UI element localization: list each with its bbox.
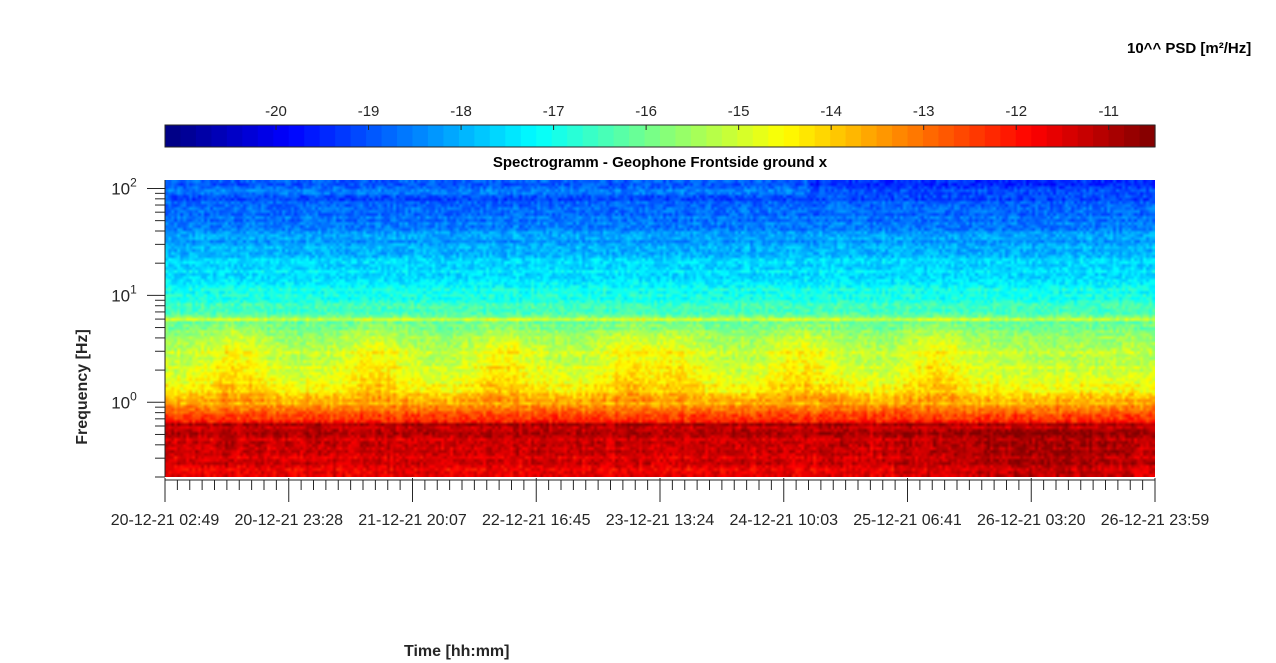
- colorbar-segment: [721, 125, 738, 147]
- colorbar-segment: [892, 125, 909, 147]
- colorbar-segment: [1139, 125, 1156, 147]
- colorbar-segment: [613, 125, 630, 147]
- colorbar-segment: [381, 125, 398, 147]
- colorbar-tick-label: -19: [358, 103, 380, 120]
- x-tick-label: 20-12-21 02:49: [111, 512, 220, 529]
- colorbar-segment: [582, 125, 599, 147]
- colorbar-segment: [1046, 125, 1063, 147]
- colorbar-segment: [830, 125, 847, 147]
- colorbar-tick-label: -16: [635, 103, 657, 120]
- colorbar-segment: [644, 125, 661, 147]
- colorbar-segment: [783, 125, 800, 147]
- x-tick-label: 24-12-21 10:03: [729, 512, 838, 529]
- colorbar-segment: [536, 125, 553, 147]
- colorbar-segment: [799, 125, 816, 147]
- colorbar-segment: [690, 125, 708, 147]
- colorbar-segment: [737, 125, 754, 147]
- colorbar-frame: [164, 124, 1156, 148]
- x-tick-label: 23-12-21 13:24: [606, 512, 715, 529]
- colorbar-segment: [861, 125, 878, 147]
- colorbar-segment: [1124, 125, 1141, 147]
- colorbar-segment: [242, 125, 259, 147]
- colorbar-segment: [1077, 125, 1094, 147]
- y-tick-label: 102: [111, 175, 137, 198]
- colorbar-segment: [907, 125, 924, 147]
- colorbar-segment: [953, 125, 970, 147]
- x-tick-label: 25-12-21 06:41: [853, 512, 962, 529]
- colorbar-segment: [520, 125, 537, 147]
- colorbar-segment: [288, 125, 305, 147]
- colorbar-segment: [969, 125, 986, 147]
- colorbar-segment: [366, 125, 383, 147]
- spectrogram-heatmap: [165, 180, 1155, 477]
- colorbar-segment: [675, 125, 692, 147]
- spectrogram-image: [165, 180, 1155, 477]
- colorbar-tick-label: -12: [1005, 103, 1027, 120]
- colorbar-segment: [304, 125, 321, 147]
- colorbar-segment: [1000, 125, 1017, 147]
- colorbar-tick-label: -11: [1098, 103, 1119, 120]
- colorbar-segment: [876, 125, 893, 147]
- colorbar-segment: [922, 125, 940, 147]
- colorbar-segment: [598, 125, 615, 147]
- colorbar-segment: [443, 125, 460, 147]
- colorbar-segment: [505, 125, 522, 147]
- y-tick-label: 101: [111, 282, 137, 305]
- colorbar-segment: [768, 125, 785, 147]
- colorbar-segment: [1093, 125, 1110, 147]
- colorbar-segment: [551, 125, 568, 147]
- colorbar-segment: [629, 125, 646, 147]
- x-tick-label: 26-12-21 03:20: [977, 512, 1086, 529]
- colorbar-tick-label: -14: [820, 103, 842, 120]
- colorbar-segment: [814, 125, 831, 147]
- colorbar-segment: [412, 125, 429, 147]
- colorbar-label: 10^^ PSD [m²/Hz]: [1127, 40, 1252, 57]
- colorbar-segment: [397, 125, 414, 147]
- x-axis-label: Time [hh:mm]: [404, 643, 510, 660]
- plot-axes: 100 101 102 20-12-21 02:49 20-12-21 23:28 21-…: [111, 175, 1210, 529]
- colorbar-segment: [938, 125, 955, 147]
- colorbar-tick-label: -17: [543, 103, 565, 120]
- colorbar-segment: [1062, 125, 1079, 147]
- colorbar-segment: [273, 125, 290, 147]
- colorbar-segment: [1108, 125, 1125, 147]
- colorbar: -20 -19 -18 -17 -16 -15 -14 -13 -12 -11: [164, 103, 1156, 148]
- colorbar-segment: [226, 125, 243, 147]
- colorbar-segment: [474, 125, 491, 147]
- colorbar-segment: [319, 125, 336, 147]
- colorbar-segment: [1031, 125, 1048, 147]
- colorbar-segment: [984, 125, 1001, 147]
- colorbar-segment: [489, 125, 506, 147]
- y-tick-label: 100: [111, 389, 137, 412]
- x-tick-label: 26-12-21 23:59: [1101, 512, 1210, 529]
- colorbar-segment: [845, 125, 862, 147]
- colorbar-segment: [180, 125, 197, 147]
- colorbar-tick-label: -13: [913, 103, 935, 120]
- x-tick-label: 21-12-21 20:07: [358, 512, 467, 529]
- chart-title: Spectrogramm - Geophone Frontside ground…: [492, 154, 828, 171]
- x-tick-label: 22-12-21 16:45: [482, 512, 591, 529]
- colorbar-tick-label: -20: [265, 103, 287, 120]
- x-tick-label: 20-12-21 23:28: [234, 512, 343, 529]
- colorbar-segment: [567, 125, 584, 147]
- colorbar-segment: [257, 125, 274, 147]
- colorbar-segment: [335, 125, 352, 147]
- colorbar-tick-label: -18: [450, 103, 472, 120]
- colorbar-segment: [427, 125, 445, 147]
- colorbar-segment: [211, 125, 228, 147]
- colorbar-segment: [1015, 125, 1032, 147]
- colorbar-segment: [660, 125, 677, 147]
- colorbar-segment: [458, 125, 475, 147]
- colorbar-segment: [165, 125, 182, 147]
- colorbar-segment: [350, 125, 367, 147]
- colorbar-segment: [752, 125, 769, 147]
- colorbar-segment: [706, 125, 723, 147]
- colorbar-tick-label: -15: [728, 103, 750, 120]
- colorbar-segment: [195, 125, 213, 147]
